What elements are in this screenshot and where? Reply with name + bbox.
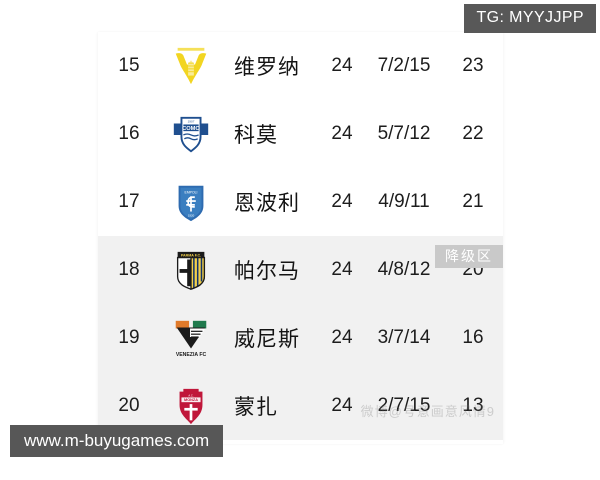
site-url-badge: www.m-buyugames.com (10, 425, 224, 457)
row-win-draw-loss: 5/7/12 (377, 123, 431, 144)
table-row[interactable]: 15 维罗纳 24 7/2/15 23 (98, 32, 503, 100)
parma-crest: PARMA F.C. (160, 248, 222, 292)
league-standings-card: 15 维罗纳 24 7/2/15 23 16 COMO 1907 科莫 24 5/7/12 22 17 E… (98, 32, 503, 444)
row-win-draw-loss: 2/7/15 (377, 395, 431, 416)
row-team-name: 科莫 (234, 124, 278, 147)
row-rank: 19 (118, 327, 140, 348)
relegation-zone-tag: 降级区 (435, 245, 503, 268)
row-team-name: 维罗纳 (234, 56, 300, 79)
venezia-crest: VENEZIA FC (160, 316, 222, 360)
card-bottom-edge (98, 440, 503, 444)
row-win-draw-loss: 3/7/14 (377, 327, 431, 348)
row-matches-played: 24 (331, 191, 353, 212)
como-crest: COMO 1907 (160, 112, 222, 156)
row-rank: 16 (118, 123, 140, 144)
row-matches-played: 24 (331, 55, 353, 76)
svg-text:EMPOLI: EMPOLI (185, 190, 198, 194)
svg-text:1907: 1907 (188, 120, 195, 124)
table-row[interactable]: 17 EMPOLI 1920 恩波利 24 4/9/11 21 (98, 168, 503, 236)
row-team-name: 威尼斯 (234, 328, 300, 351)
row-points: 22 (462, 123, 484, 144)
svg-text:A.C.: A.C. (188, 393, 193, 397)
row-win-draw-loss: 4/8/12 (377, 259, 431, 280)
row-team-name: 恩波利 (234, 192, 300, 215)
row-rank: 18 (118, 259, 140, 280)
row-win-draw-loss: 7/2/15 (377, 55, 431, 76)
row-points: 16 (462, 327, 484, 348)
svg-text:VENEZIA FC: VENEZIA FC (176, 352, 207, 358)
row-win-draw-loss: 4/9/11 (378, 191, 430, 212)
telegram-handle-badge: TG: MYYJJPP (464, 4, 596, 33)
svg-text:MONZA: MONZA (184, 398, 198, 402)
standings-rows: 15 维罗纳 24 7/2/15 23 16 COMO 1907 科莫 24 5/7/12 22 17 E… (98, 32, 503, 440)
row-team-name: 蒙扎 (234, 396, 278, 419)
svg-text:PARMA F.C.: PARMA F.C. (181, 253, 201, 257)
row-matches-played: 24 (331, 327, 353, 348)
row-rank: 17 (118, 191, 140, 212)
table-row[interactable]: 19 VENEZIA FC 威尼斯 24 3/7/14 16 (98, 304, 503, 372)
row-matches-played: 24 (331, 123, 353, 144)
row-matches-played: 24 (331, 259, 353, 280)
row-points: 13 (462, 395, 484, 416)
empoli-crest: EMPOLI 1920 (160, 180, 222, 224)
row-rank: 20 (118, 395, 140, 416)
table-row[interactable]: 16 COMO 1907 科莫 24 5/7/12 22 (98, 100, 503, 168)
svg-text:COMO: COMO (182, 126, 200, 132)
row-matches-played: 24 (331, 395, 353, 416)
row-rank: 15 (118, 55, 140, 76)
monza-crest: A.C. MONZA (160, 384, 222, 428)
row-points: 23 (462, 55, 484, 76)
row-team-name: 帕尔马 (234, 260, 300, 283)
svg-text:1920: 1920 (188, 213, 195, 217)
row-points: 21 (462, 191, 484, 212)
hellas-verona-crest (160, 44, 222, 88)
table-row[interactable]: 18 PARMA F.C. 帕尔马 24 4/8/12 20 (98, 236, 503, 304)
